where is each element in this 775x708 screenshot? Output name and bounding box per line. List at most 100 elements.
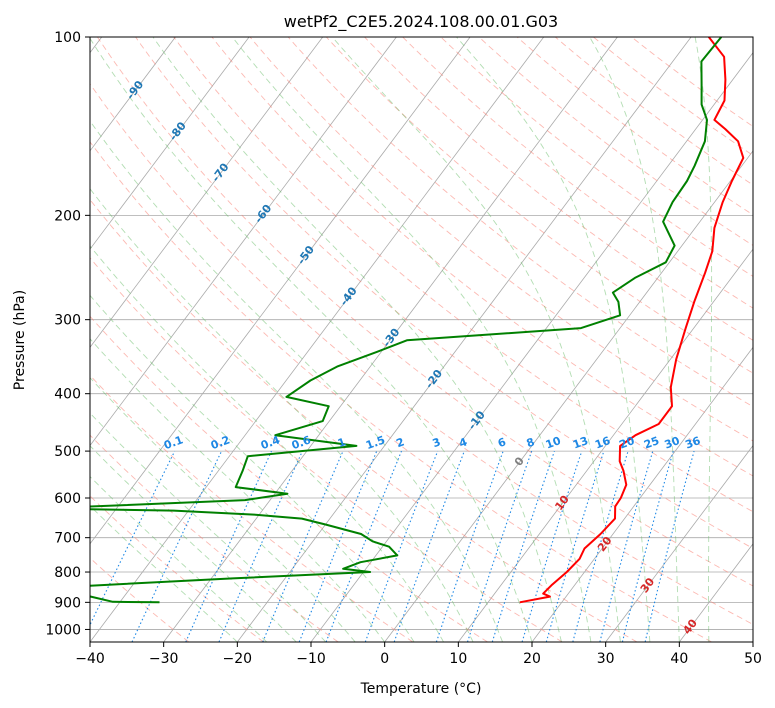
- mixing-ratio-label: 4: [457, 435, 469, 450]
- dry-adiabat-line: [173, 37, 753, 513]
- mixing-ratio-line: [90, 450, 176, 627]
- isotherm-line: [90, 37, 471, 545]
- moist-adiabat-line: [90, 475, 268, 642]
- y-tick-label: 200: [54, 208, 81, 224]
- mixing-ratio-label: 16: [593, 434, 612, 452]
- x-tick-label: 40: [670, 651, 688, 667]
- x-tick-label: 0: [380, 651, 389, 667]
- moist-adiabat-line: [90, 37, 533, 642]
- mixing-ratio-label: 20: [618, 434, 637, 452]
- x-tick-label: −40: [75, 651, 105, 667]
- dry-adiabat-line: [249, 37, 753, 442]
- x-tick-label: 50: [744, 651, 762, 667]
- moist-adiabat-line: [456, 37, 651, 642]
- mixing-ratio-label: 8: [525, 435, 537, 450]
- plot-frame: [89, 36, 754, 643]
- moist-adiabat-line: [90, 187, 474, 642]
- mixing-ratio-line: [466, 450, 533, 642]
- moist-adiabat-line: [90, 120, 503, 642]
- dry-adiabat-line: [402, 37, 753, 309]
- isotherm-line: [90, 37, 545, 642]
- mixing-ratio-label: 25: [642, 434, 661, 451]
- x-tick-label: −10: [296, 651, 326, 667]
- isotherm-line: [384, 150, 753, 642]
- isotherm-line: [90, 37, 176, 152]
- dry-adiabat-line: [516, 37, 753, 216]
- mixing-ratio-line: [644, 450, 695, 642]
- mixing-ratio-line: [393, 450, 465, 642]
- mixing-ratio-line: [621, 450, 674, 642]
- isotherm-line: [531, 346, 753, 642]
- isotherm-line: [310, 51, 753, 642]
- dry-adiabat-line: [90, 257, 563, 642]
- y-tick-label: 800: [54, 565, 81, 581]
- mixing-ratio-line: [325, 450, 403, 642]
- mixing-ratio-line: [521, 450, 583, 642]
- mixing-ratio-line: [364, 450, 439, 642]
- y-tick-label: 1000: [45, 622, 81, 638]
- dry-adiabat-line: [135, 37, 753, 549]
- mixing-ratio-label: 1: [336, 435, 348, 450]
- mixing-ratio-label: 3: [431, 435, 443, 450]
- mixing-ratio-line: [491, 450, 555, 642]
- isotherm-line: [163, 37, 618, 642]
- isotherm-line: [458, 248, 753, 642]
- x-tick-label: 30: [597, 651, 615, 667]
- chart-title: wetPf2_C2E5.2024.108.00.01.G03: [284, 12, 558, 32]
- dry-adiabat-line: [90, 199, 638, 642]
- dry-adiabat-line: [90, 495, 264, 642]
- mixing-ratio-label: 6: [496, 435, 508, 450]
- y-tick-label: 600: [54, 491, 81, 507]
- dry-adiabat-line: [287, 37, 753, 408]
- dry-adiabat-line: [364, 37, 753, 341]
- x-tick-label: −30: [149, 651, 179, 667]
- mixing-ratio-label: 0.6: [290, 433, 313, 452]
- y-axis-title: Pressure (hPa): [12, 290, 28, 390]
- x-tick-label: 20: [523, 651, 541, 667]
- dry-adiabat-line: [325, 37, 753, 374]
- profile-lines: [90, 37, 745, 604]
- mixing-ratio-label: 36: [683, 434, 702, 452]
- mixing-ratio-label: 0.1: [162, 433, 185, 452]
- y-tick-label: 400: [54, 387, 81, 403]
- isotherm-line: [90, 37, 250, 250]
- mixing-ratio-label: 0.4: [259, 433, 282, 452]
- y-tick-label: 700: [54, 531, 81, 547]
- moist-adiabat-line: [589, 37, 680, 642]
- isotherm-line: [90, 37, 324, 348]
- background-lines: [90, 37, 753, 642]
- x-axis-title: Temperature (°C): [360, 681, 482, 697]
- dry-adiabat-line: [90, 141, 712, 642]
- dewpoint-profile-line: [90, 37, 723, 604]
- moist-adiabat-line: [331, 37, 621, 642]
- y-tick-label: 500: [54, 444, 81, 460]
- axes-ticks: −40 −30 −20 −10 0 10 20 30 40 5010020030040050060…: [45, 30, 762, 667]
- dry-adiabat-line: [478, 37, 753, 246]
- y-tick-label: 100: [54, 30, 81, 46]
- moist-adiabat-line: [90, 505, 238, 642]
- dry-adiabat-line: [90, 83, 753, 625]
- mixing-ratio-line: [185, 450, 273, 642]
- isotherm-line: [605, 444, 753, 642]
- dry-adiabat-line: [90, 315, 488, 642]
- x-tick-label: −20: [223, 651, 253, 667]
- mixing-ratio-line: [599, 450, 654, 642]
- temperature-profile-line: [519, 37, 745, 604]
- dry-adiabat-line: [97, 37, 753, 587]
- isotherm-line: [90, 37, 397, 447]
- moist-adiabat-line: [90, 294, 415, 642]
- mixing-ratio-label: 1.5: [364, 433, 387, 452]
- mixing-ratio-label: 30: [663, 434, 682, 452]
- mixing-ratio-label: 2: [394, 435, 406, 450]
- dry-adiabat-line: [90, 374, 414, 642]
- isotherm-line: [237, 37, 692, 642]
- mixing-ratio-line: [545, 450, 605, 642]
- mixing-ratio-label: 10: [544, 434, 563, 452]
- mixing-ratio-line: [262, 450, 344, 642]
- moist-adiabat-line: [231, 37, 592, 642]
- mixing-ratio-line: [298, 450, 378, 642]
- y-tick-label: 300: [54, 313, 81, 329]
- mixing-ratio-label: 13: [571, 434, 590, 451]
- moist-adiabat-line: [694, 37, 713, 642]
